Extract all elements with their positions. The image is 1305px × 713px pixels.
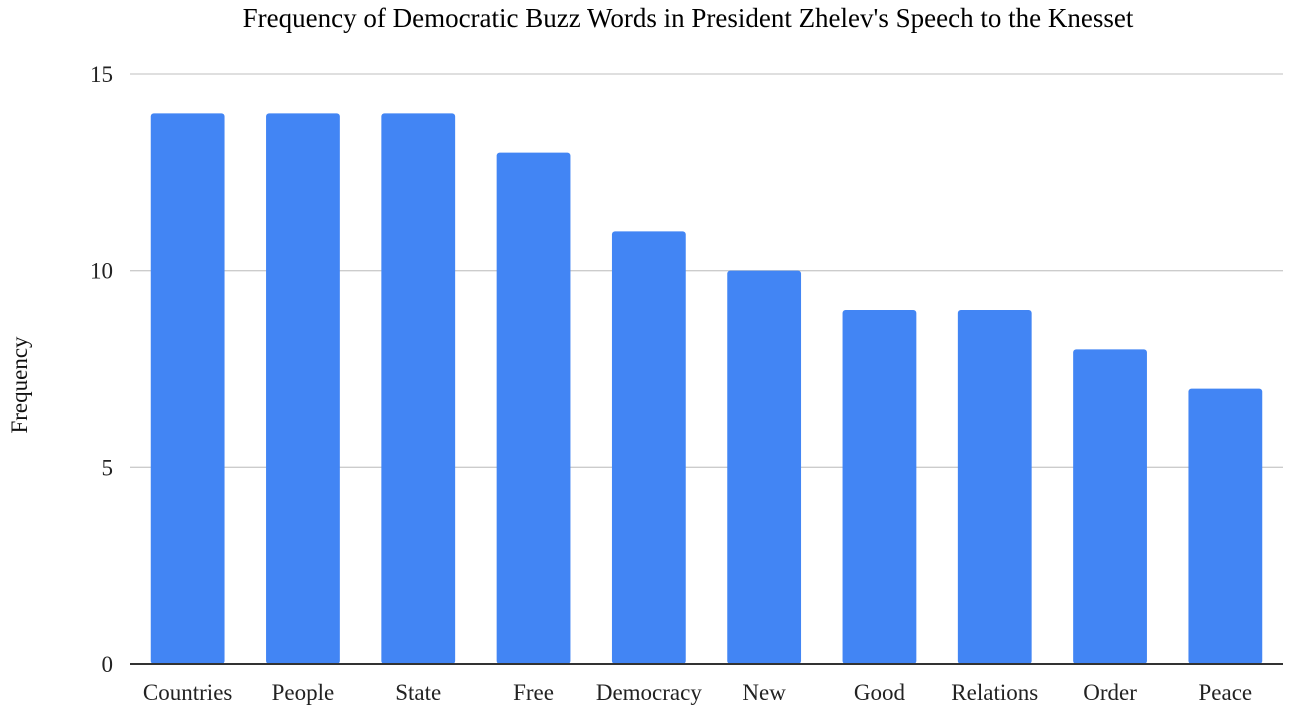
x-tick-label: State bbox=[395, 680, 441, 705]
y-axis-ticks: 0 5 10 15 bbox=[90, 62, 113, 677]
bar bbox=[842, 310, 917, 664]
bar bbox=[611, 231, 686, 665]
bar bbox=[496, 152, 571, 664]
y-tick-label: 5 bbox=[102, 455, 114, 480]
y-tick-label: 15 bbox=[90, 62, 113, 87]
y-tick-label: 0 bbox=[102, 652, 114, 677]
x-tick-label: Free bbox=[513, 680, 554, 705]
bar bbox=[957, 310, 1032, 664]
x-tick-label: Order bbox=[1083, 680, 1137, 705]
x-tick-label: Relations bbox=[951, 680, 1038, 705]
x-tick-label: Democracy bbox=[596, 680, 702, 705]
x-axis-ticks: Countries People State Free Democracy New Good… bbox=[143, 680, 1252, 705]
bar bbox=[381, 113, 456, 665]
bar bbox=[727, 270, 802, 664]
bar bbox=[266, 113, 340, 665]
x-tick-label: Peace bbox=[1199, 680, 1253, 705]
x-tick-label: Good bbox=[854, 680, 906, 705]
bars bbox=[150, 113, 1263, 665]
bar bbox=[150, 113, 225, 665]
x-tick-label: People bbox=[272, 680, 335, 705]
bar bbox=[1073, 349, 1147, 664]
y-axis-label: Frequency bbox=[7, 336, 32, 434]
y-tick-label: 10 bbox=[90, 259, 113, 284]
x-tick-label: New bbox=[742, 680, 786, 705]
bar bbox=[1188, 388, 1263, 664]
chart-title: Frequency of Democratic Buzz Words in Pr… bbox=[243, 3, 1134, 33]
x-tick-label: Countries bbox=[143, 680, 232, 705]
